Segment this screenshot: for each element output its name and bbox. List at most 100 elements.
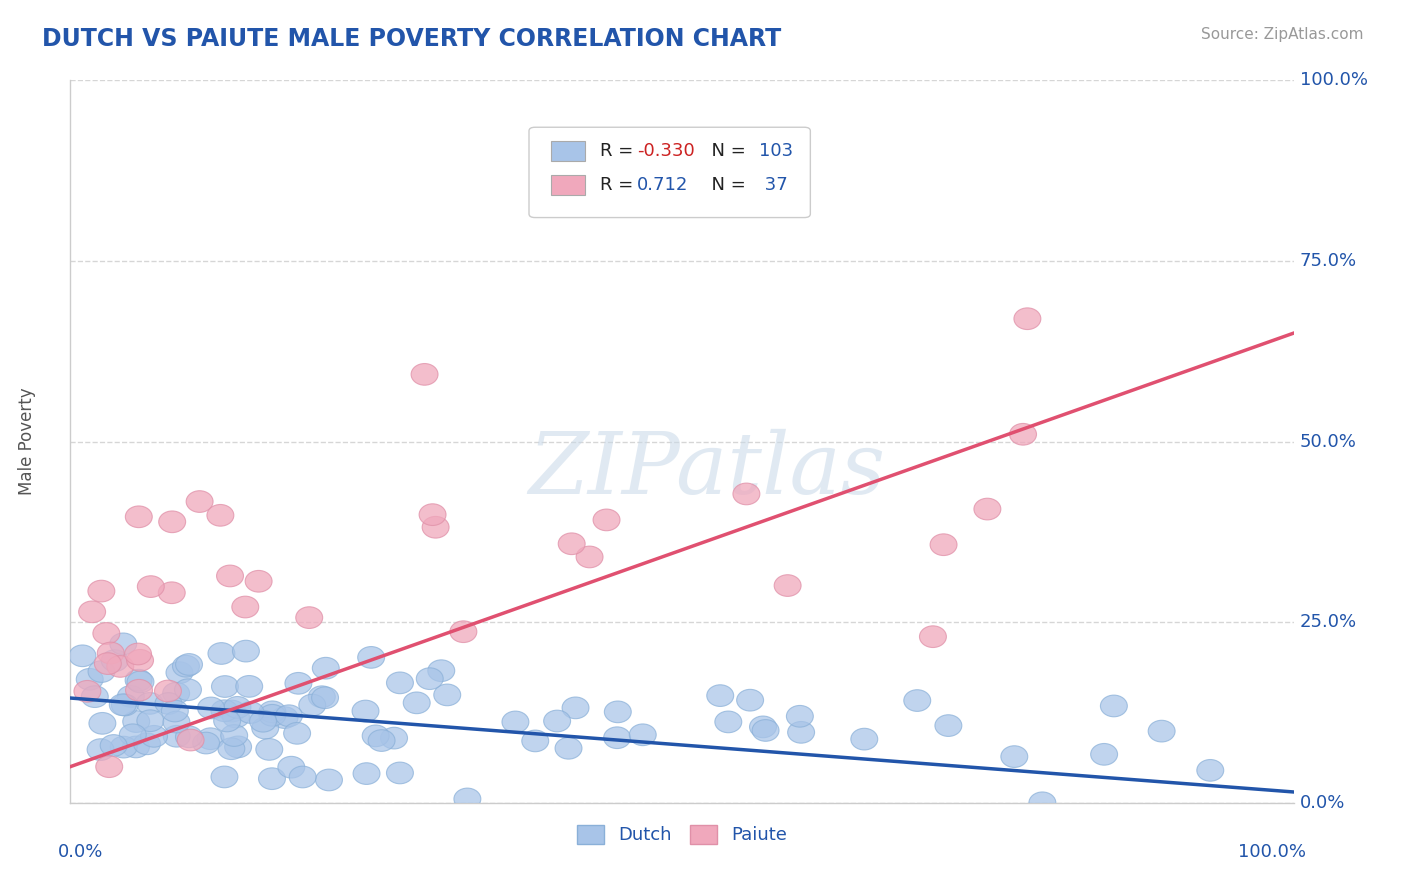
- Ellipse shape: [603, 727, 630, 748]
- Text: DUTCH VS PAIUTE MALE POVERTY CORRELATION CHART: DUTCH VS PAIUTE MALE POVERTY CORRELATION…: [42, 27, 782, 51]
- Ellipse shape: [198, 698, 225, 719]
- Ellipse shape: [733, 483, 759, 505]
- Ellipse shape: [259, 705, 285, 726]
- Ellipse shape: [931, 533, 957, 556]
- Ellipse shape: [75, 681, 101, 702]
- Ellipse shape: [138, 575, 165, 598]
- Ellipse shape: [221, 724, 247, 747]
- Text: ZIPatlas: ZIPatlas: [527, 429, 884, 512]
- Ellipse shape: [387, 672, 413, 694]
- Ellipse shape: [211, 700, 238, 722]
- Text: Source: ZipAtlas.com: Source: ZipAtlas.com: [1201, 27, 1364, 42]
- Ellipse shape: [218, 738, 245, 760]
- FancyBboxPatch shape: [551, 141, 585, 161]
- Ellipse shape: [787, 722, 814, 743]
- Ellipse shape: [208, 642, 235, 665]
- Ellipse shape: [238, 702, 264, 723]
- Ellipse shape: [211, 766, 238, 788]
- Ellipse shape: [222, 706, 249, 728]
- Text: 0.712: 0.712: [637, 176, 688, 194]
- Ellipse shape: [159, 511, 186, 533]
- Ellipse shape: [1101, 695, 1128, 717]
- Text: 0.0%: 0.0%: [1299, 794, 1346, 812]
- Text: R =: R =: [600, 176, 645, 194]
- Ellipse shape: [136, 692, 163, 714]
- Ellipse shape: [454, 789, 481, 810]
- Ellipse shape: [236, 675, 263, 698]
- Ellipse shape: [232, 596, 259, 618]
- Ellipse shape: [173, 656, 200, 677]
- Ellipse shape: [450, 621, 477, 642]
- Ellipse shape: [174, 679, 201, 700]
- Ellipse shape: [737, 690, 763, 711]
- Ellipse shape: [89, 581, 115, 602]
- Ellipse shape: [290, 766, 316, 788]
- Ellipse shape: [134, 733, 160, 755]
- Ellipse shape: [125, 506, 152, 528]
- Text: 75.0%: 75.0%: [1299, 252, 1357, 270]
- Ellipse shape: [295, 607, 322, 629]
- Ellipse shape: [352, 700, 380, 722]
- Ellipse shape: [122, 736, 149, 758]
- Ellipse shape: [252, 717, 278, 739]
- Ellipse shape: [214, 710, 240, 731]
- Ellipse shape: [219, 700, 246, 722]
- FancyBboxPatch shape: [529, 128, 810, 218]
- Ellipse shape: [125, 669, 152, 691]
- Ellipse shape: [707, 685, 734, 706]
- Ellipse shape: [381, 727, 408, 749]
- Ellipse shape: [387, 762, 413, 784]
- Ellipse shape: [69, 645, 96, 666]
- Ellipse shape: [1014, 308, 1040, 329]
- Ellipse shape: [1029, 792, 1056, 814]
- Ellipse shape: [422, 516, 449, 538]
- Ellipse shape: [122, 711, 149, 732]
- Ellipse shape: [162, 700, 188, 722]
- Ellipse shape: [353, 763, 380, 784]
- Ellipse shape: [96, 756, 122, 778]
- Text: -0.330: -0.330: [637, 142, 695, 160]
- Ellipse shape: [276, 705, 302, 727]
- Ellipse shape: [299, 694, 326, 716]
- FancyBboxPatch shape: [551, 175, 585, 195]
- Ellipse shape: [714, 711, 742, 732]
- Ellipse shape: [125, 643, 152, 665]
- Ellipse shape: [558, 533, 585, 555]
- Ellipse shape: [125, 680, 152, 701]
- Ellipse shape: [256, 739, 283, 760]
- Ellipse shape: [749, 716, 776, 738]
- Ellipse shape: [120, 724, 146, 746]
- Text: R =: R =: [600, 142, 638, 160]
- Ellipse shape: [404, 692, 430, 714]
- Ellipse shape: [245, 570, 273, 592]
- Ellipse shape: [107, 656, 134, 677]
- Ellipse shape: [593, 509, 620, 531]
- Ellipse shape: [775, 574, 801, 597]
- Ellipse shape: [197, 728, 224, 749]
- Text: Male Poverty: Male Poverty: [18, 388, 37, 495]
- Ellipse shape: [110, 694, 136, 715]
- Ellipse shape: [155, 681, 181, 702]
- Ellipse shape: [100, 735, 127, 756]
- Ellipse shape: [786, 706, 813, 727]
- Text: 50.0%: 50.0%: [1299, 433, 1357, 450]
- Ellipse shape: [97, 642, 124, 664]
- Text: 0.0%: 0.0%: [58, 843, 104, 861]
- Ellipse shape: [224, 697, 250, 718]
- Ellipse shape: [225, 736, 252, 757]
- Ellipse shape: [89, 661, 115, 682]
- Ellipse shape: [136, 710, 163, 731]
- Ellipse shape: [411, 364, 439, 385]
- Ellipse shape: [1010, 424, 1036, 445]
- Ellipse shape: [522, 730, 548, 752]
- Ellipse shape: [752, 720, 779, 741]
- Ellipse shape: [163, 725, 190, 747]
- Ellipse shape: [259, 768, 285, 789]
- Ellipse shape: [82, 686, 108, 707]
- Ellipse shape: [308, 686, 335, 707]
- Ellipse shape: [79, 601, 105, 623]
- Ellipse shape: [544, 710, 571, 731]
- Ellipse shape: [94, 653, 121, 674]
- Ellipse shape: [1149, 721, 1175, 742]
- Ellipse shape: [117, 686, 145, 707]
